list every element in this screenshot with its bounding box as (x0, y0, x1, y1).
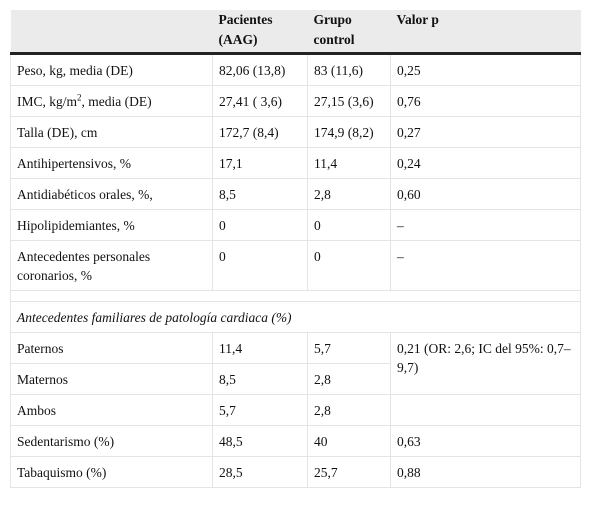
cell: 0,63 (390, 425, 581, 457)
cell: 11,4 (212, 332, 308, 364)
cell: Tabaquismo (%) (10, 456, 213, 488)
cell: 0,27 (390, 116, 581, 148)
text: IMC, kg/m (17, 94, 78, 109)
cell: 0,60 (390, 178, 581, 210)
cell: Antecedentes personales coronarios, % (10, 240, 213, 291)
cell: Ambos (10, 394, 213, 426)
cell: 48,5 (212, 425, 308, 457)
cell: 174,9 (8,2) (307, 116, 391, 148)
cell: 0,21 (OR: 2,6; IC del 95%: 0,7–9,7) (390, 332, 581, 395)
cell: 0 (307, 209, 391, 241)
cell: 8,5 (212, 178, 308, 210)
cell (390, 394, 581, 426)
text: , media (DE) (81, 94, 152, 109)
row: Talla (DE), cm 172,7 (8,4) 174,9 (8,2) 0,27 (10, 116, 581, 148)
cell: 0,24 (390, 147, 581, 179)
row: Antecedentes personales coronarios, % 0 0– (10, 240, 581, 291)
header-cell: Grupo control (307, 10, 391, 55)
cell: Peso, kg, media (DE) (10, 53, 213, 86)
row: Tabaquismo (%) 28,5 25,7 0,88 (10, 456, 581, 488)
cell: 27,41 ( 3,6) (212, 85, 308, 117)
row: Sedentarismo (%) 48,5 40 0,63 (10, 425, 581, 457)
cell: 172,7 (8,4) (212, 116, 308, 148)
cell: 0 (307, 240, 391, 291)
cell: 40 (307, 425, 391, 457)
cell: Hipolipidemiantes, % (10, 209, 213, 241)
row: Antihipertensivos, % 17,1 11,4 0,24 (10, 147, 581, 179)
cell: 25,7 (307, 456, 391, 488)
cell: Antihipertensivos, % (10, 147, 213, 179)
cell: 82,06 (13,8) (212, 53, 308, 86)
header-cell: Pacientes (AAG) (212, 10, 308, 55)
cell: 0,25 (390, 53, 581, 86)
section-row: Antecedentes familiares de patología car… (10, 301, 581, 333)
superscript: 2 (77, 92, 82, 103)
cell: – (390, 240, 581, 291)
cell: 2,8 (307, 394, 391, 426)
cell: – (390, 209, 581, 241)
cell: Sedentarismo (%) (10, 425, 213, 457)
data-table: Pacientes (AAG) Grupo control Valor p Pe… (10, 10, 581, 488)
cell: 0,76 (390, 85, 581, 117)
spacer-row (10, 290, 581, 302)
row: Peso, kg, media (DE) 82,06 (13,8) 83 (11,6… (10, 53, 581, 86)
header-row: Pacientes (AAG) Grupo control Valor p (10, 10, 581, 55)
cell: 17,1 (212, 147, 308, 179)
cell: 0 (212, 209, 308, 241)
cell: 2,8 (307, 178, 391, 210)
cell: 28,5 (212, 456, 308, 488)
row: Antidiabéticos orales, %, 8,5 2,8 0,60 (10, 178, 581, 210)
cell: 0,88 (390, 456, 581, 488)
header-cell: Valor p (390, 10, 581, 55)
cell: IMC, kg/m2, media (DE) (10, 85, 213, 117)
section-title: Antecedentes familiares de patología car… (10, 301, 581, 333)
row: Maternos 8,5 2,8 (10, 363, 581, 395)
cell: Talla (DE), cm (10, 116, 213, 148)
header-cell (10, 10, 213, 55)
cell: 83 (11,6) (307, 53, 391, 86)
row: Paternos 11,4 5,7 0,21 (OR: 2,6; IC del 95%… (10, 332, 581, 395)
cell: 5,7 (212, 394, 308, 426)
cell: 5,7 (307, 332, 391, 364)
spacer (10, 290, 581, 302)
row: Hipolipidemiantes, % 0 0– (10, 209, 581, 241)
cell: 27,15 (3,6) (307, 85, 391, 117)
cell: 0 (212, 240, 308, 291)
cell: 8,5 (212, 363, 308, 395)
cell: 2,8 (307, 363, 391, 395)
cell: Paternos (10, 332, 213, 364)
row: IMC, kg/m2, media (DE) 27,41 ( 3,6) 27,15 … (10, 85, 581, 117)
row: Ambos 5,7 2,8 (10, 394, 581, 426)
cell: 11,4 (307, 147, 391, 179)
cell: Antidiabéticos orales, %, (10, 178, 213, 210)
cell: Maternos (10, 363, 213, 395)
